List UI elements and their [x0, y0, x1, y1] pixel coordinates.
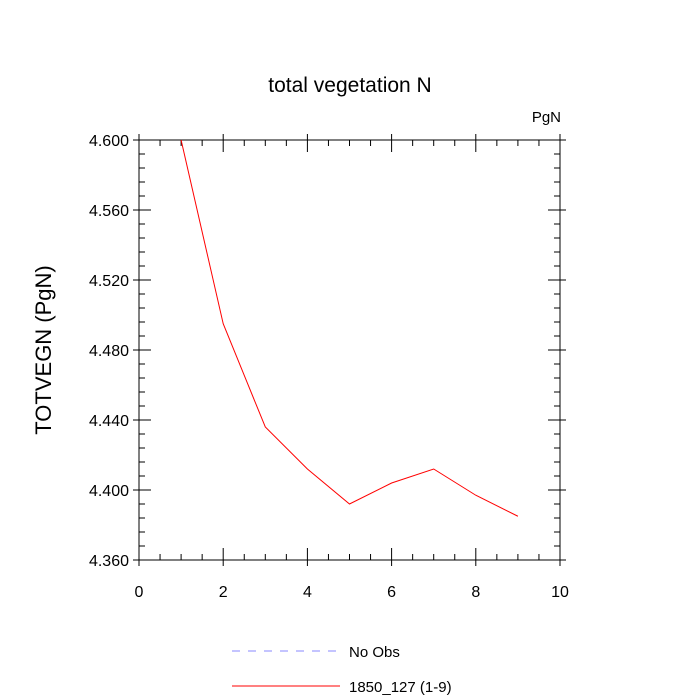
- legend-label-no-obs: No Obs: [349, 644, 400, 661]
- plot-frame: [138, 139, 561, 561]
- y-tick-label: 4.440: [89, 413, 129, 430]
- series-layer: [180, 139, 519, 517]
- legend: No Obs 1850_127 (1-9): [232, 644, 452, 696]
- chart-title: total vegetation N: [268, 74, 431, 97]
- x-tick-label: 4: [303, 584, 312, 601]
- y-tick-label: 4.480: [89, 343, 129, 360]
- axis-ticks: [133, 134, 566, 566]
- y-tick-labels: 4.360 4.400 4.440 4.480 4.520 4.560 4.600: [89, 133, 129, 570]
- legend-label-1850-127: 1850_127 (1-9): [349, 679, 452, 696]
- y-tick-label: 4.400: [89, 483, 129, 500]
- units-label: PgN: [532, 109, 561, 126]
- x-tick-label: 0: [135, 584, 144, 601]
- x-tick-labels: 0 2 4 6 8 10: [135, 584, 569, 601]
- x-tick-label: 10: [551, 584, 569, 601]
- x-tick-label: 8: [471, 584, 480, 601]
- x-tick-label: 6: [387, 584, 396, 601]
- y-tick-label: 4.600: [89, 133, 129, 150]
- series-line: [180, 139, 519, 517]
- x-tick-label: 2: [219, 584, 228, 601]
- y-axis-label: TOTVEGN (PgN): [31, 265, 56, 435]
- y-tick-label: 4.520: [89, 273, 129, 290]
- y-tick-label: 4.360: [89, 553, 129, 570]
- y-tick-label: 4.560: [89, 203, 129, 220]
